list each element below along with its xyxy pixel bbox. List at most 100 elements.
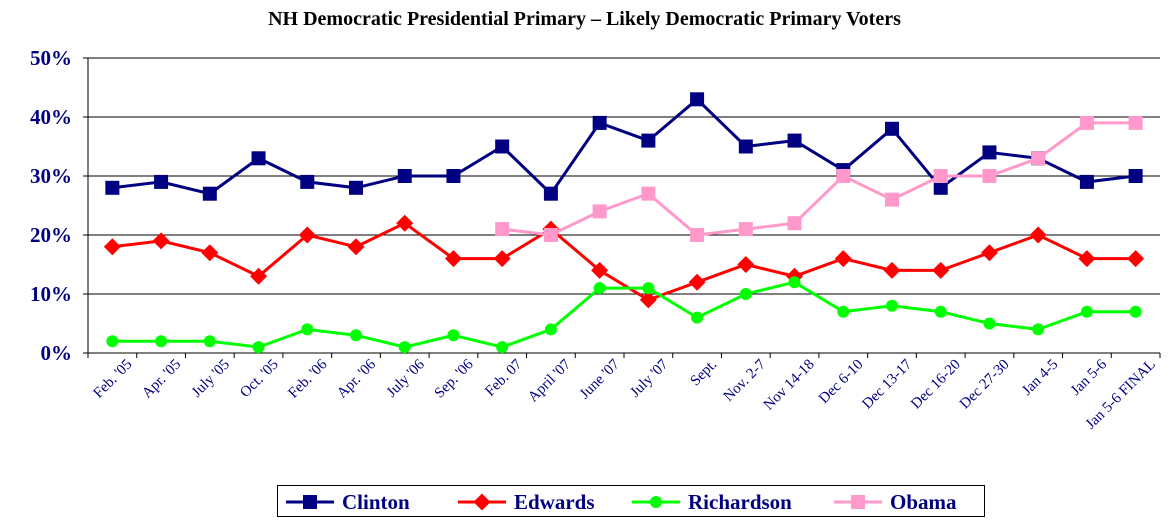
edwards-point (883, 261, 901, 279)
obama-point (641, 186, 656, 201)
richardson-point (252, 341, 265, 354)
obama-point (836, 169, 851, 183)
x-tick-label: Dec 13-17 (859, 356, 915, 412)
richardson-point (1032, 323, 1045, 336)
clinton-point (885, 121, 899, 136)
edwards-point (347, 238, 365, 256)
x-tick-label: Feb. '06 (285, 356, 330, 401)
edwards-point (932, 261, 950, 279)
edwards-point (493, 250, 511, 268)
x-tick-label: Apr. '05 (139, 357, 184, 402)
richardson-point (496, 341, 509, 354)
x-tick-label: April '07 (525, 356, 574, 405)
richardson-point (691, 311, 704, 324)
edwards-point (591, 261, 609, 279)
clinton-point (690, 92, 705, 107)
edwards-point (396, 214, 414, 232)
richardson-point (350, 329, 362, 342)
richardson-point (301, 323, 314, 336)
legend-items: Clinton Edwards Richardson Obama (286, 490, 957, 514)
clinton-point (300, 174, 315, 189)
richardson-point (1129, 305, 1142, 318)
richardson-point (837, 305, 850, 318)
clinton-point (1079, 174, 1094, 189)
y-tick-label: 40% (30, 105, 72, 129)
x-tick-label: June '07 (577, 356, 623, 402)
x-tick-label: Dec 27-30 (957, 357, 1013, 413)
x-tick-label: July '06 (384, 356, 429, 401)
legend-label-richardson: Richardson (688, 490, 792, 514)
obama-line (502, 121, 1136, 237)
richardson-point (593, 282, 606, 295)
x-tick-label: Sep. '06 (432, 356, 477, 401)
clinton-point (397, 169, 412, 183)
clinton-point (202, 186, 217, 201)
x-tick-label: Feb. '05 (91, 357, 136, 402)
x-tick-label: July '05 (189, 357, 233, 401)
richardson-point (203, 335, 216, 348)
richardson-point (788, 276, 801, 289)
clinton-point (446, 169, 461, 183)
obama-point (495, 222, 510, 237)
richardson-point (886, 299, 898, 312)
obama-point (982, 169, 997, 183)
clinton-point (641, 133, 656, 148)
x-tick-label: Dec 6-10 (816, 357, 866, 407)
x-tick-label: Jan 5-6 (1068, 356, 1111, 399)
plot-area: 0%10%20%30%40%50%Feb. '05 Apr. '05 July '0… (30, 46, 1161, 433)
richardson-point (447, 329, 460, 342)
obama-point (1031, 151, 1046, 166)
x-tick-label: Nov 14-18 (761, 357, 818, 414)
obama-point (592, 204, 607, 219)
legend: Clinton Edwards Richardson Obama (277, 485, 985, 517)
richardson-point (398, 341, 411, 354)
obama-point (787, 216, 802, 231)
edwards-point (980, 244, 998, 262)
y-tick-label: 50% (30, 46, 72, 70)
x-tick-label: July '07 (627, 356, 672, 401)
edwards-point (201, 244, 219, 262)
richardson-point (983, 317, 996, 330)
legend-label-obama: Obama (890, 490, 957, 514)
edwards-point (298, 226, 316, 244)
edwards-point (737, 256, 755, 273)
richardson-point (642, 282, 655, 295)
y-tick-label: 30% (30, 164, 72, 188)
obama-point (885, 192, 899, 207)
x-tick-label: Nov. 2-7 (721, 356, 770, 405)
edwards-point (639, 291, 657, 309)
clinton-point (349, 180, 363, 195)
richardson-point (934, 305, 947, 318)
edwards-point (152, 232, 170, 250)
clinton-point (154, 174, 169, 189)
legend-marker-clinton (303, 495, 317, 509)
clinton-line (112, 97, 1136, 197)
richardson-point (1080, 305, 1093, 318)
obama-point (738, 222, 753, 237)
richardson-point (544, 323, 557, 336)
clinton-point (738, 139, 753, 154)
clinton-point (495, 139, 510, 154)
legend-label-clinton: Clinton (342, 490, 410, 514)
richardson-point (155, 335, 168, 348)
obama-point (690, 228, 705, 242)
edwards-point (834, 250, 852, 268)
y-tick-label: 10% (30, 282, 72, 306)
clinton-point (1128, 169, 1143, 183)
clinton-point (592, 115, 607, 130)
y-tick-label: 20% (30, 223, 72, 247)
edwards-point (1029, 226, 1047, 244)
clinton-point (543, 186, 558, 201)
legend-marker-obama (851, 495, 865, 509)
edwards-line (112, 221, 1136, 302)
clinton-point (933, 180, 948, 195)
edwards-point (1127, 250, 1145, 268)
obama-point (1079, 115, 1094, 130)
edwards-point (250, 267, 268, 285)
richardson-point (739, 288, 752, 300)
legend-marker-richardson (650, 496, 662, 508)
x-tick-label: Oct. '05 (237, 357, 281, 401)
y-tick-label: 0% (41, 341, 73, 365)
clinton-point (105, 180, 120, 195)
